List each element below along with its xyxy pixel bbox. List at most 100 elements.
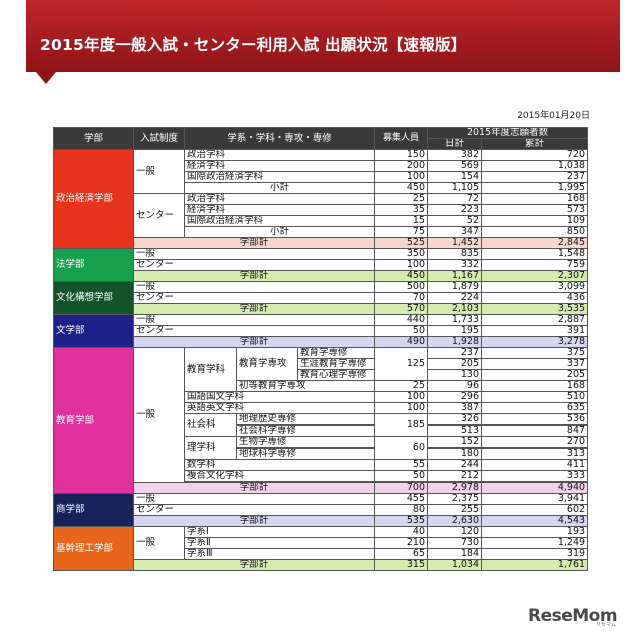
total-value: 573 (481, 204, 589, 216)
header-dept: 学部 (53, 127, 134, 150)
program-name: 数学科 (183, 459, 376, 471)
dept-seikei: 政治経済学部 (53, 149, 134, 249)
quota-value: 125 (374, 347, 429, 381)
total-value: 337 (481, 358, 589, 370)
total-value: 759 (481, 259, 589, 271)
total-value: 2,887 (481, 314, 589, 326)
daily-value: 569 (427, 160, 483, 172)
quota-value: 100 (374, 402, 429, 414)
system-center: センター (132, 504, 376, 516)
total-value: 3,278 (481, 336, 589, 348)
table-row: 学系Ⅲ 65 184 319 (54, 548, 589, 560)
dept-total-row: 学部計 525 1,452 2,845 (53, 237, 589, 249)
program-name: 政治学科 (183, 149, 376, 161)
daily-value: 120 (427, 526, 483, 538)
table-row: 文化構想学部 一般 500 1,879 3,099 (53, 281, 589, 315)
daily-value: 387 (427, 402, 483, 414)
total-value: 536 (481, 413, 589, 425)
total-value: 4,543 (481, 515, 589, 527)
quota-value: 570 (374, 303, 429, 315)
table-row: 理学科 生物学専修 60 152 270 (54, 436, 589, 460)
title-banner: 2015年度一般入試・センター利用入試 出願状況【速報版】 (26, 0, 620, 84)
dept-kyoiku: 教育学部 (53, 347, 134, 494)
daily-value: 205 (427, 358, 483, 370)
program-name: 学系Ⅲ (183, 548, 376, 560)
system-center: センター (132, 292, 376, 304)
daily-value: 224 (427, 292, 483, 304)
quota-value: 350 (374, 248, 429, 260)
daily-value: 326 (427, 413, 483, 425)
system-general: 一般 (132, 493, 376, 505)
quota-value: 315 (374, 559, 429, 571)
total-value: 3,941 (481, 493, 589, 505)
daily-value: 152 (427, 436, 483, 448)
daily-value: 52 (427, 215, 483, 227)
dept-total-label: 学部計 (132, 482, 376, 494)
dept-bungaku: 文学部 (53, 314, 134, 348)
quota-value: 100 (374, 391, 429, 403)
quota-value: 35 (374, 204, 429, 216)
program-shakai: 社会科 (184, 413, 237, 437)
quota-value: 525 (374, 237, 429, 249)
table-row: 法学部 一般 350 835 1,548 (53, 248, 589, 282)
banner-notch (36, 72, 56, 84)
quota-value: 100 (374, 171, 429, 183)
dept-total-label: 学部計 (132, 303, 376, 315)
total-value: 3,099 (481, 281, 589, 293)
program-kyoikugakka: 教育学科 (184, 347, 237, 392)
table-row: 文学部 一般 440 1,733 2,887 (53, 314, 589, 348)
total-value: 2,845 (481, 237, 589, 249)
system-general: 一般 (133, 347, 185, 483)
resemom-watermark-sub: リセマム (596, 622, 617, 628)
total-value: 319 (481, 548, 589, 560)
table-row: 複合文化学科 50 212 333 (54, 470, 589, 482)
system-general: 一般 (133, 149, 185, 194)
dept-total-label: 学部計 (132, 237, 376, 249)
table-row: センター 50 195 391 (54, 325, 589, 337)
table-row: センター 政治学科 25 72 168 (54, 193, 589, 238)
total-value: 635 (481, 402, 589, 414)
daily-value: 184 (427, 548, 483, 560)
table-row: 経済学科 35 223 573 (54, 204, 589, 216)
total-value: 1,761 (481, 559, 589, 571)
daily-value: 1,928 (427, 336, 483, 348)
table-header-row: 日計 累計 (54, 138, 589, 150)
quota-value: 25 (374, 380, 429, 392)
daily-value: 1,879 (427, 281, 483, 293)
table-row: 基幹理工学部 一般 学系Ⅰ 40 120 193 (53, 526, 589, 571)
table-row: 英語英文学科 100 387 635 (54, 402, 589, 414)
quota-value: 60 (374, 436, 429, 460)
dept-hogaku: 法学部 (53, 248, 134, 282)
table-row: センター 100 332 759 (54, 259, 589, 271)
total-value: 4,940 (481, 482, 589, 494)
table-row: センター 80 255 602 (54, 504, 589, 516)
quota-value: 40 (374, 526, 429, 538)
dept-total-row: 学部計 450 1,167 2,307 (53, 270, 589, 282)
subtotal-row: 小計 75 347 850 (54, 226, 589, 238)
subtotal-label: 小計 (183, 226, 376, 238)
header-applicants: 2015年度志願者数 (427, 127, 589, 139)
table-row: 商学部 一般 455 2,375 3,941 (53, 493, 589, 527)
table-header-row: 学部 入試制度 学系・学科・専攻・専修 募集人員 2015年度志願者数 (53, 127, 589, 150)
quota-value: 70 (374, 292, 429, 304)
program-rigaku: 理学科 (184, 436, 237, 460)
total-value: 205 (481, 369, 589, 381)
system-general: 一般 (132, 314, 376, 326)
total-value: 436 (481, 292, 589, 304)
program-name: 国際政治経済学科 (183, 171, 376, 183)
date-label: 2015年01月20日 (517, 111, 590, 121)
table-row: 経済学科 200 569 1,038 (54, 160, 589, 172)
daily-value: 1,034 (427, 559, 483, 571)
program-name: 経済学科 (183, 204, 376, 216)
dept-total-row: 学部計 700 2,978 4,940 (53, 482, 589, 494)
dept-total-row: 学部計 570 2,103 3,535 (53, 303, 589, 315)
dept-total-row: 学部計 535 2,630 4,543 (53, 515, 589, 527)
program-name: 国語国文学科 (183, 391, 376, 403)
program-name: 政治学科 (183, 193, 376, 205)
quota-value: 15 (374, 215, 429, 227)
quota-value: 80 (374, 504, 429, 516)
system-center: センター (132, 325, 376, 337)
dept-shogaku: 商学部 (53, 493, 134, 527)
quota-value: 210 (374, 537, 429, 549)
quota-value: 450 (374, 182, 429, 194)
